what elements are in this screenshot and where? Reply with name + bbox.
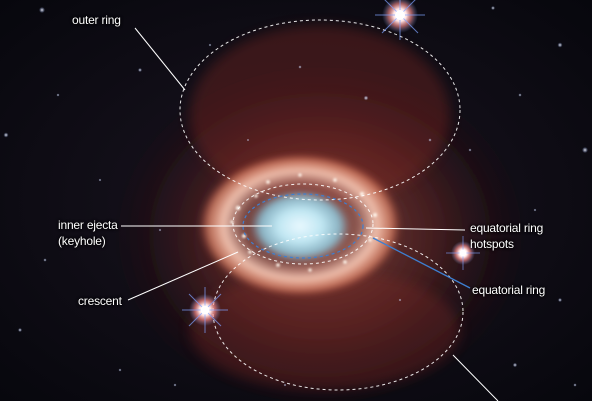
outer-ring-outline-north — [179, 19, 461, 201]
equatorial-outlines — [232, 183, 374, 265]
label-keyhole: (keyhole) — [58, 234, 106, 248]
leader-outer-ring — [134, 27, 186, 91]
label-equatorial-ring-hotspots: equatorial ring — [470, 221, 544, 235]
label-outer-ring: outer ring — [72, 13, 121, 27]
leader-equatorial-hotspots — [365, 227, 466, 231]
ring-outlines — [179, 19, 464, 391]
outer-ring-outline-south — [212, 233, 464, 391]
label-equatorial-ring: equatorial ring — [472, 283, 546, 297]
bright-star-top — [375, 0, 425, 40]
equatorial-ring-outline-blue — [242, 193, 364, 259]
label-inner-ejecta: inner ejecta — [58, 218, 118, 232]
leader-equatorial-ring — [372, 237, 471, 289]
lower-lobe-glow — [190, 270, 460, 390]
upper-lobe-glow — [190, 25, 450, 205]
label-hotspots: hotspots — [470, 237, 514, 251]
bright-star-left — [182, 287, 228, 333]
background-stars — [3, 6, 588, 387]
inner-ejecta-core — [250, 190, 350, 262]
label-crescent: crescent — [78, 294, 122, 308]
ring-hotspots — [230, 173, 377, 272]
leader-outer-ring-south — [452, 354, 499, 401]
bright-star-right — [446, 236, 480, 270]
equatorial-ring-outline-outer — [232, 183, 374, 265]
leader-crescent — [127, 251, 239, 301]
leader-lines — [121, 27, 499, 401]
